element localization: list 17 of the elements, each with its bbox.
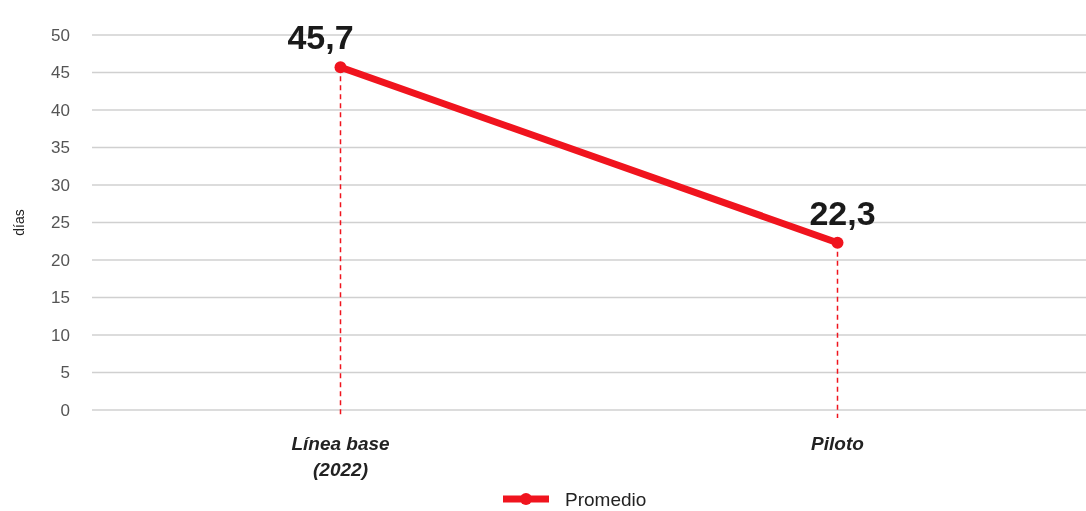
y-axis-title: días (11, 209, 27, 236)
y-tick-label: 5 (60, 363, 70, 383)
y-tick-label: 50 (51, 25, 70, 45)
x-tick-label: Línea base (2022) (291, 433, 391, 480)
y-tick-label: 30 (51, 175, 70, 195)
y-tick-label: 15 (51, 288, 70, 308)
y-tick-label: 40 (51, 100, 70, 120)
x-tick-label: Piloto (811, 433, 864, 454)
y-tick-label: 20 (51, 250, 70, 270)
y-tick-label: 35 (51, 138, 70, 158)
data-label: 22,3 (809, 193, 876, 232)
y-tick-label: 25 (51, 213, 70, 233)
y-tick-label: 0 (60, 400, 70, 420)
y-tick-label: 10 (51, 325, 70, 345)
legend-label: Promedio (565, 488, 647, 510)
y-tick-label: 45 (51, 63, 70, 83)
data-label: 45,7 (287, 18, 354, 57)
